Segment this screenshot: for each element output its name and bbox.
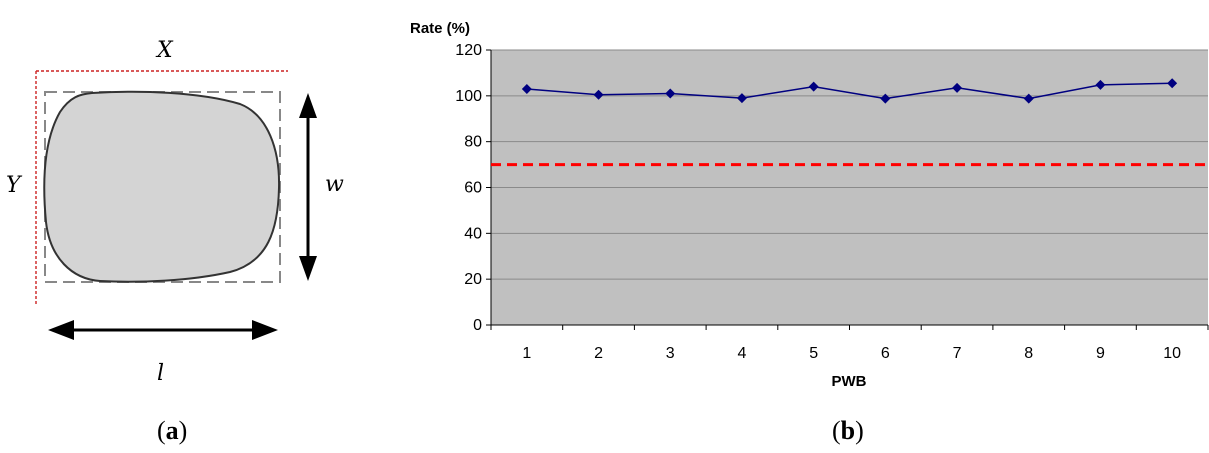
data-point [521, 83, 532, 94]
data-point [736, 93, 747, 104]
x-tick-label: 5 [809, 345, 818, 362]
data-point [880, 93, 891, 104]
shape-diagram: X Y w l [6, 38, 344, 386]
data-point [1023, 93, 1034, 104]
y-tick-label: 100 [455, 88, 482, 105]
x-tick-label: 10 [1163, 345, 1181, 362]
y-tick-label: 120 [455, 42, 482, 59]
caption-b-letter: b [840, 416, 856, 445]
data-point [665, 88, 676, 99]
x-tick-label: 4 [737, 345, 746, 362]
y-tick-label: 40 [464, 225, 482, 242]
label-y: Y [6, 173, 23, 198]
w-arrow-head-bottom [299, 256, 317, 281]
data-point [1095, 79, 1106, 90]
caption-b: (b) [832, 416, 864, 445]
caption-a: (a) [157, 416, 188, 445]
data-point [952, 82, 963, 93]
label-l: l [157, 361, 164, 386]
label-w: w [325, 172, 344, 197]
caption-a-letter: a [165, 416, 179, 445]
x-tick-label: 7 [953, 345, 962, 362]
y-axis-title: Rate (%) [410, 20, 470, 37]
data-point [593, 89, 604, 100]
x-axis-title: PWB [832, 373, 867, 390]
l-arrow-head-right [252, 320, 278, 340]
y-tick-label: 60 [464, 180, 482, 197]
x-tick-label: 3 [666, 345, 675, 362]
data-point [808, 81, 819, 92]
l-arrow-head-left [48, 320, 74, 340]
gridlines [491, 49, 1208, 280]
w-arrow-head-top [299, 93, 317, 118]
y-tick-label: 80 [464, 134, 482, 151]
data-point [1167, 78, 1178, 89]
x-tick-label: 6 [881, 345, 890, 362]
series-line [526, 82, 1173, 100]
x-tick-label: 2 [594, 345, 603, 362]
x-tick-label: 9 [1096, 345, 1105, 362]
label-x: X [155, 38, 174, 63]
y-tick-label: 0 [473, 317, 482, 334]
x-tick-label: 8 [1024, 345, 1033, 362]
rate-chart: 0 20 40 60 80 100 120 1 2 3 4 5 6 7 8 9 10 Rate (%) PWB [410, 20, 1209, 390]
x-tick-label: 1 [522, 345, 531, 362]
particle-shape [43, 90, 281, 283]
y-tick-label: 20 [464, 271, 482, 288]
